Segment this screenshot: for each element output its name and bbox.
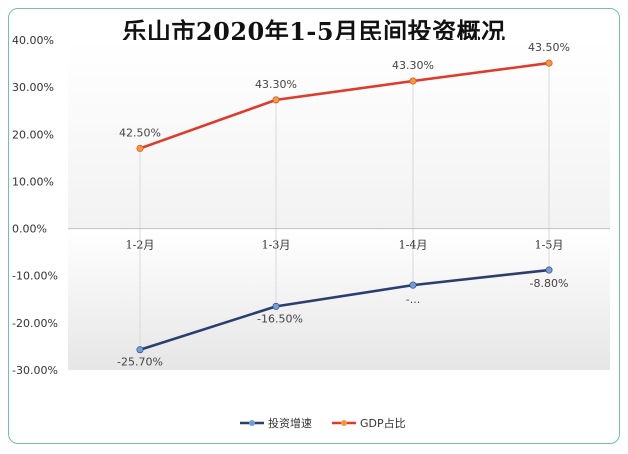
data-point-marker [409, 281, 417, 289]
x-category-label: 1-5月 [535, 239, 564, 252]
data-point-marker [136, 346, 144, 354]
x-category-label: 1-4月 [399, 239, 428, 252]
data-label: 43.30% [392, 59, 434, 72]
data-label: 43.50% [528, 41, 570, 54]
data-label: -25.70% [117, 356, 163, 369]
data-point-marker [272, 96, 280, 104]
series-line [139, 61, 550, 150]
x-category-label: 1-2月 [126, 239, 155, 252]
legend-label: 投资增速 [268, 416, 312, 430]
data-point-marker [545, 59, 553, 67]
positive-area-shade [68, 40, 610, 229]
y-tick-label: -20.00% [12, 317, 58, 330]
y-tick-label: -30.00% [12, 364, 58, 377]
y-tick-label: 40.00% [12, 34, 54, 47]
y-tick-label: 30.00% [12, 81, 54, 94]
legend-swatch-marker [249, 420, 255, 426]
data-label: 43.30% [255, 78, 297, 91]
negative-area-shade [68, 228, 610, 370]
data-point-marker [136, 144, 144, 152]
data-point-marker [409, 77, 417, 85]
x-category-label: 1-3月 [262, 239, 291, 252]
y-tick-label: 10.00% [12, 175, 54, 188]
data-point-marker [545, 266, 553, 274]
y-tick-label: 0.00% [12, 223, 47, 236]
y-tick-label: 20.00% [12, 128, 54, 141]
data-label: 42.50% [119, 126, 161, 139]
data-label: -8.80% [530, 277, 569, 290]
legend-swatch-marker [341, 420, 347, 426]
series-line [139, 268, 550, 351]
y-tick-label: -10.00% [12, 270, 58, 283]
data-label: -... [406, 293, 420, 306]
data-point-marker [272, 302, 280, 310]
legend-label: GDP占比 [360, 416, 406, 430]
data-label: -16.50% [257, 312, 303, 325]
